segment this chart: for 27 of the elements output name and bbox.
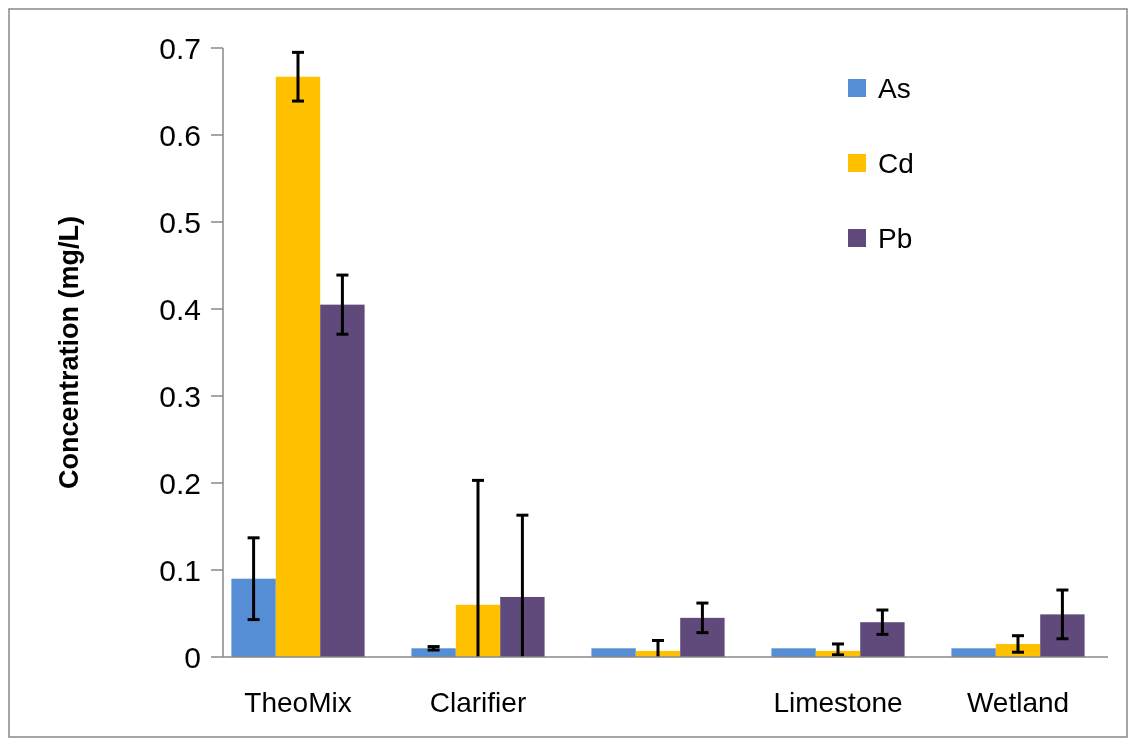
y-axis-title: Concentration (mg/L)	[54, 216, 84, 489]
x-tick-label: Wetland	[966, 687, 1070, 718]
x-tick-label: Clarifier	[429, 687, 527, 718]
y-tick-label: 0.2	[159, 466, 201, 500]
bar	[500, 596, 545, 657]
y-tick-label: 0	[184, 640, 201, 674]
bar	[231, 578, 276, 657]
bar	[951, 648, 996, 657]
x-tick-label: Limestone	[773, 687, 903, 718]
y-tick-label: 0.5	[159, 205, 201, 239]
bar	[680, 617, 725, 657]
bar	[1040, 614, 1085, 657]
y-tick-label: 0.7	[159, 31, 201, 65]
legend-label: As	[878, 72, 911, 104]
bar	[860, 622, 905, 657]
legend-label: Cd	[878, 147, 914, 179]
bar	[320, 304, 365, 657]
y-tick-label: 0.4	[159, 292, 201, 326]
bar	[771, 648, 816, 657]
bar	[275, 76, 321, 657]
legend-label: Pb	[878, 222, 913, 254]
bar	[455, 604, 501, 657]
y-tick-label: 0.6	[159, 118, 201, 152]
y-tick-label: 0.3	[159, 379, 201, 413]
x-tick-label: TheoMix	[244, 687, 352, 718]
y-tick-label: 0.1	[159, 553, 201, 587]
bar	[591, 648, 636, 657]
